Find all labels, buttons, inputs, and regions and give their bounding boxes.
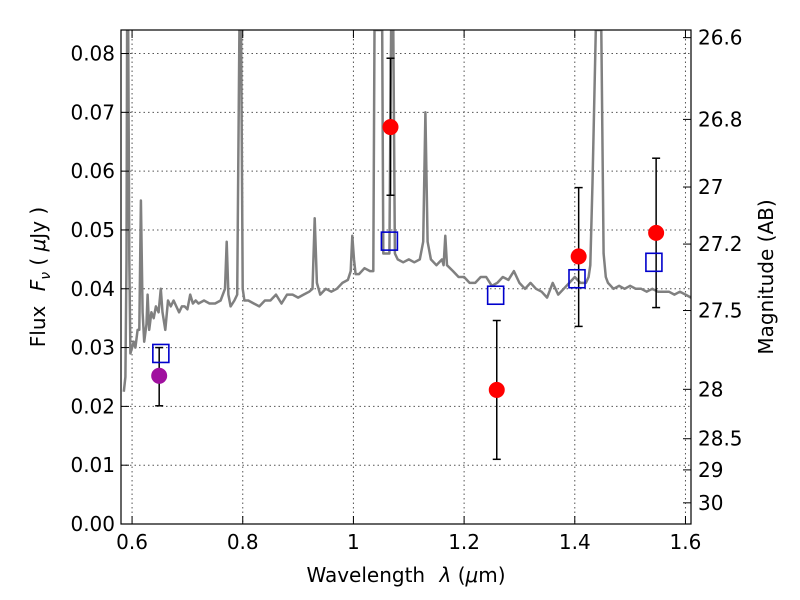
y2-axis-label: Magnitude (AB) [754,199,778,354]
observed-point [488,381,505,398]
y2-tick-label: 29 [698,458,723,482]
y2-tick-label: 28 [698,377,723,401]
x-tick-label: 1 [347,530,360,554]
spectrum-line [122,30,691,392]
model-point-square [486,285,505,306]
y-tick-label: 0.00 [70,512,115,536]
x-tick-label: 0.8 [227,530,259,554]
model-point-square [380,231,399,251]
y-tick-label: 0.01 [70,453,115,477]
y-axis-label: Flux Fν ( μJy ) [26,207,55,347]
y-tick-label: 0.07 [70,100,115,124]
y2-tick-label: 26.8 [698,107,743,131]
y-tick-label: 0.04 [70,277,115,301]
y-tick-label: 0.03 [70,336,115,360]
observed-point [648,224,665,241]
x-axis-label: Wavelength λ (μm) [306,563,505,587]
ticks: 0.6 0.8 1 1.2 1.4 1.6 0.00 0.01 0.02 0.03 0.04 0.05… [70,26,742,554]
y2-tick-label: 28.5 [698,427,743,451]
y2-tick-label: 27.2 [698,232,743,256]
observed-point [382,119,399,136]
x-tick-label: 1.4 [559,530,591,554]
y2-tick-label: 30 [698,491,723,515]
y2-tick-label: 27 [698,175,723,199]
observed-point [570,248,587,265]
model-point-square [645,252,663,273]
model-point-square [152,343,170,364]
y-tick-label: 0.06 [70,159,115,183]
observed-point [151,367,168,384]
plot-area [122,30,691,461]
model-point-square [568,268,586,289]
x-tick-label: 1.2 [448,530,480,554]
y2-tick-label: 26.6 [698,26,743,50]
x-tick-label: 0.6 [116,530,148,554]
x-tick-label: 1.6 [670,530,702,554]
y-tick-label: 0.05 [70,218,115,242]
y-tick-label: 0.02 [70,394,115,418]
plot-frame [120,29,692,525]
y2-tick-label: 27.5 [698,299,743,323]
y-tick-label: 0.08 [70,42,115,66]
